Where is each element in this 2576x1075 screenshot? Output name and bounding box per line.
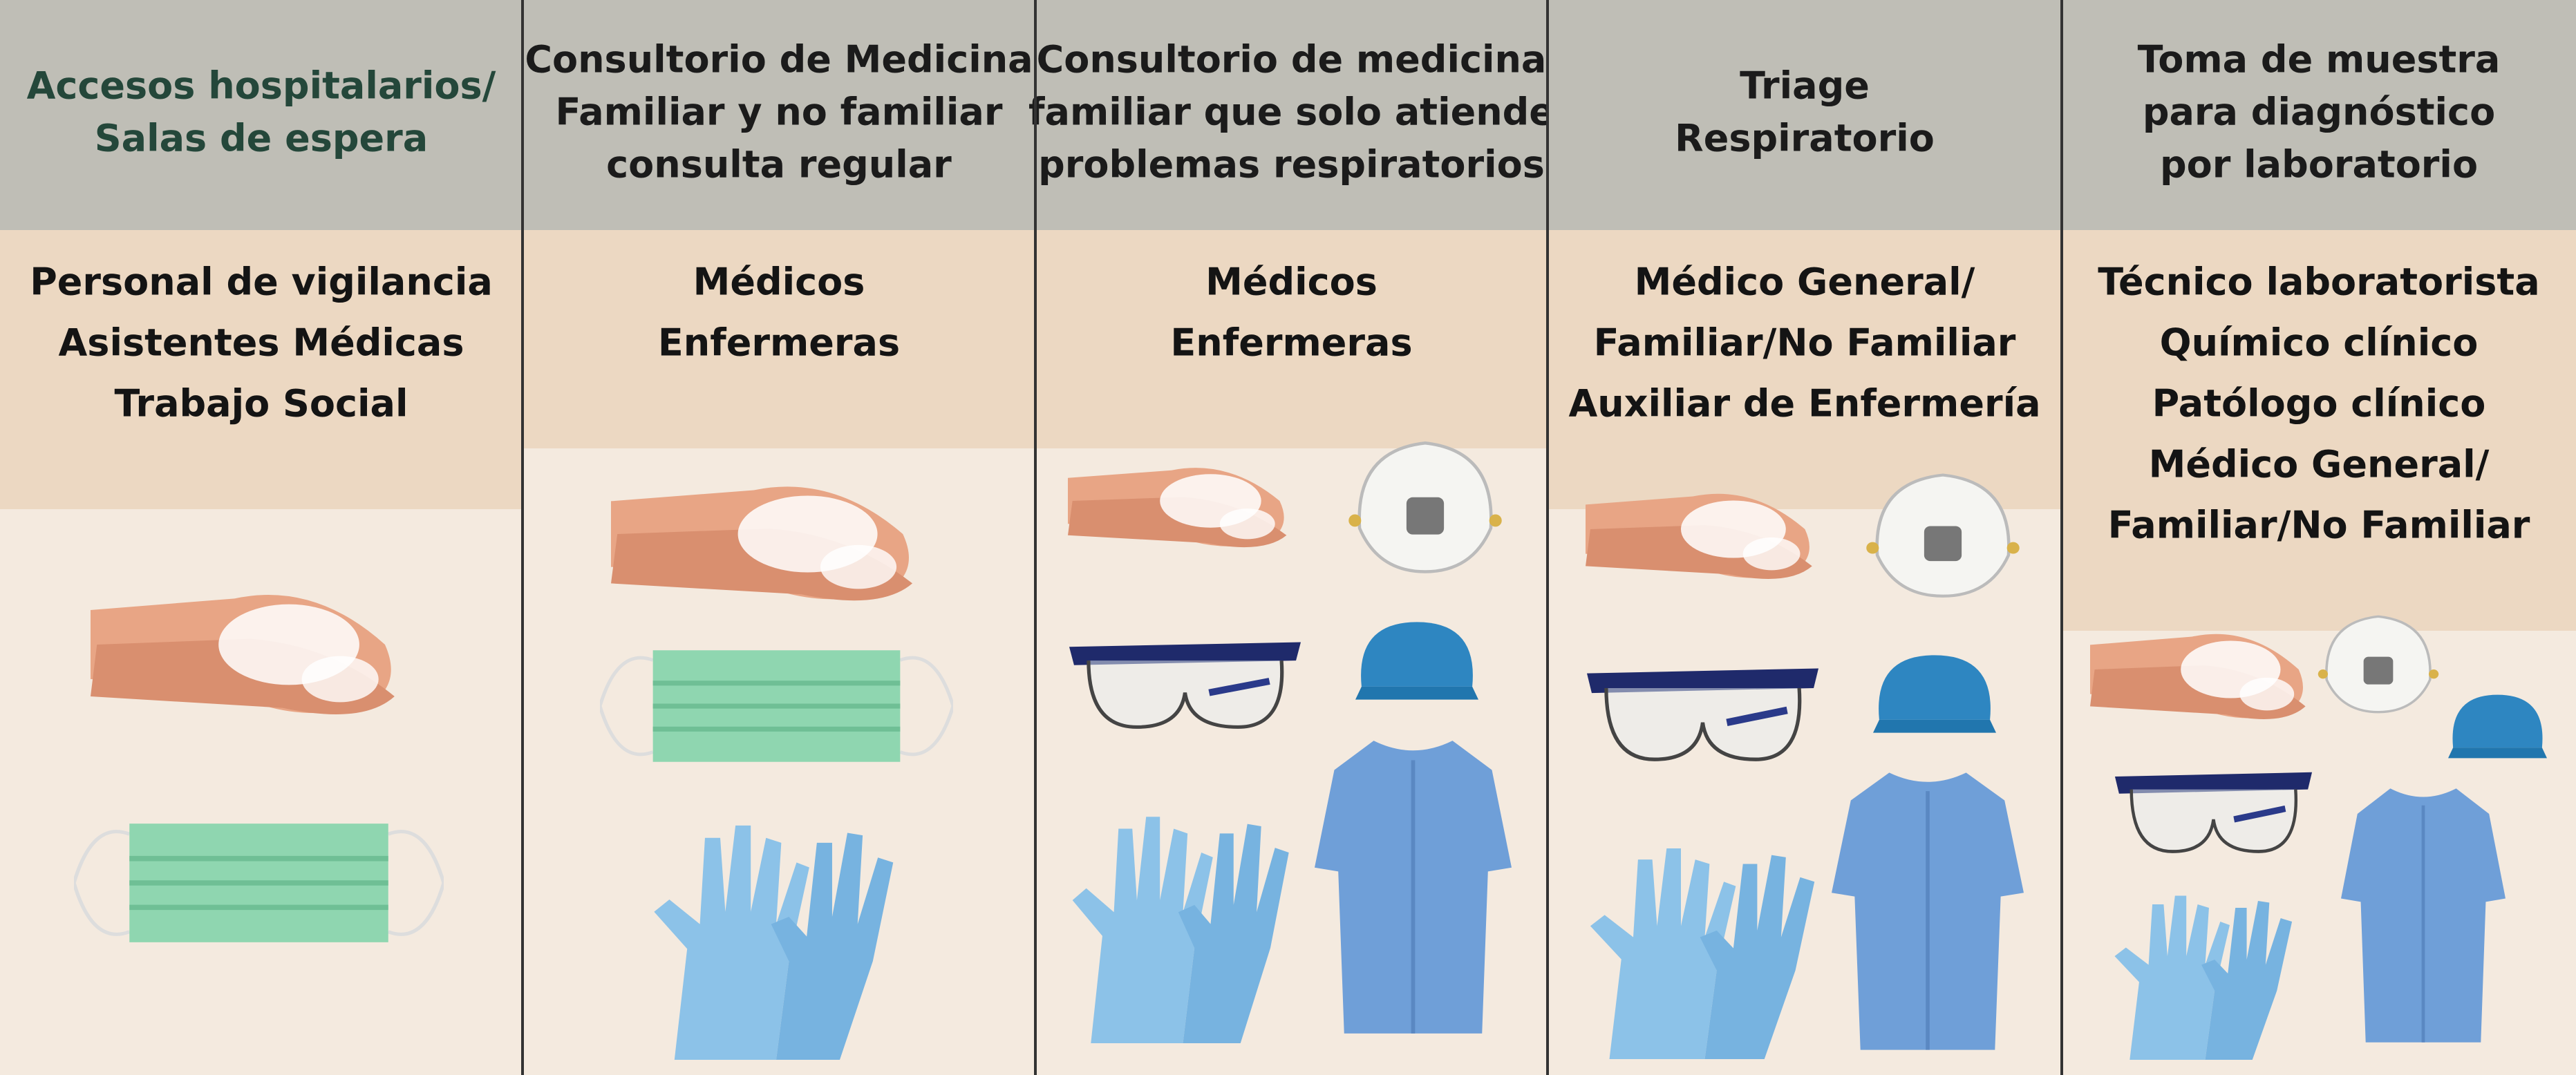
role: Médico General/ xyxy=(2149,443,2490,486)
roles-band xyxy=(0,230,523,509)
role: Médicos xyxy=(1205,260,1378,304)
roles-band xyxy=(1548,230,2062,509)
column-title: Consultorio de Medicina xyxy=(525,38,1033,82)
role: Familiar/No Familiar xyxy=(1594,321,2016,365)
role: Asistentes Médicas xyxy=(59,321,464,365)
role: Químico clínico xyxy=(2160,321,2479,365)
column-header xyxy=(2062,0,2576,230)
column-title: consulta regular xyxy=(606,143,952,187)
roles-band xyxy=(1035,230,1548,448)
column-title: Consultorio de medicina xyxy=(1037,38,1547,82)
column-title: Toma de muestra xyxy=(2138,38,2501,82)
roles-band xyxy=(523,230,1035,448)
role: Patólogo clínico xyxy=(2152,382,2486,426)
icon xyxy=(1832,772,2024,1049)
column-title: Salas de espera xyxy=(95,117,428,160)
icon xyxy=(2341,788,2506,1043)
column: Consultorio de Medicina Familiar y no fam… xyxy=(521,0,1035,1075)
column-header xyxy=(1548,0,2062,230)
role: Médicos xyxy=(693,260,865,304)
column-title: para diagnóstico xyxy=(2143,91,2495,134)
column-header xyxy=(1035,0,1548,230)
column: Toma de muestra para diagnóstico por labor… xyxy=(2060,0,2576,1075)
column-title: Triage xyxy=(1740,64,1870,108)
role: Médico General/ xyxy=(1635,260,1975,304)
column-title: problemas respiratorios xyxy=(1038,143,1545,187)
icon xyxy=(74,824,444,942)
role: Trabajo Social xyxy=(115,382,408,426)
column-title: Familiar y no familiar xyxy=(556,91,1003,134)
roles-band xyxy=(2062,230,2576,631)
role: Enfermeras xyxy=(1170,321,1412,365)
column-title: familiar que solo atiende xyxy=(1028,91,1554,134)
column-title: Accesos hospitalarios/ xyxy=(27,64,496,108)
column-title: Respiratorio xyxy=(1675,117,1935,160)
column-header xyxy=(523,0,1035,230)
column: Accesos hospitalarios/Salas de espera Per… xyxy=(0,0,523,1075)
role: Técnico laboratorista xyxy=(2098,260,2539,304)
column-title: por laboratorio xyxy=(2160,143,2478,187)
role: Enfermeras xyxy=(658,321,900,365)
icon xyxy=(1315,741,1512,1034)
role: Personal de vigilancia xyxy=(30,260,493,304)
role: Auxiliar de Enfermería xyxy=(1568,382,2040,426)
icon xyxy=(600,650,953,762)
role: Familiar/No Familiar xyxy=(2108,504,2530,547)
column-header xyxy=(0,0,523,230)
